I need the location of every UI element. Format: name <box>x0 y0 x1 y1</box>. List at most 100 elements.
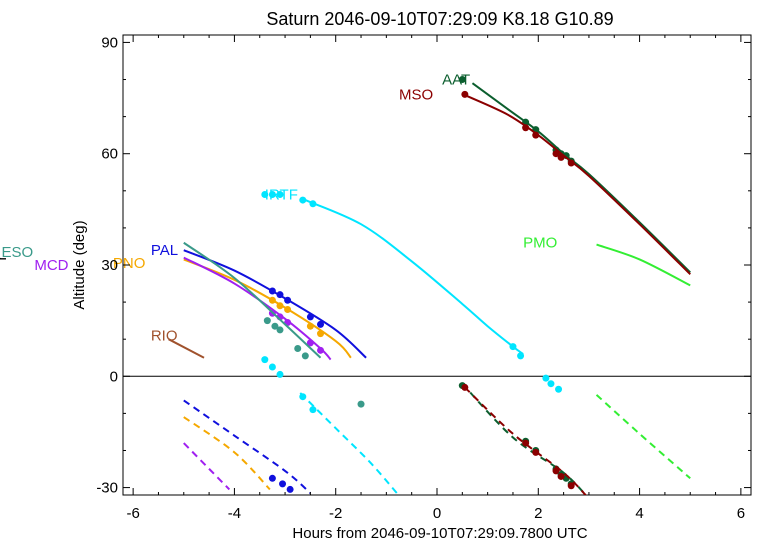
data-point-mso <box>557 472 565 480</box>
series-label-mso: MSO <box>399 86 433 103</box>
x-tick-label: 2 <box>534 505 542 522</box>
series-line-mso <box>466 95 691 275</box>
series-label-eso: ESO <box>1 244 33 261</box>
y-tick-label: 30 <box>101 257 118 274</box>
y-tick-label: 60 <box>101 146 118 163</box>
data-point-mso <box>461 90 469 98</box>
data-point-pno <box>269 495 276 502</box>
data-point-mso <box>567 159 575 167</box>
series-line-eso <box>183 241 322 359</box>
data-point-mso <box>557 153 565 161</box>
data-point-eso <box>357 400 365 408</box>
data-point-irtf <box>309 406 317 414</box>
data-point-irtf <box>276 191 284 199</box>
y-tick-label: 0 <box>110 368 118 385</box>
data-point-pno <box>306 322 314 330</box>
data-point-pal <box>276 291 284 299</box>
data-point-aat <box>458 76 466 84</box>
data-point-irtf <box>299 196 307 204</box>
chart-title: Saturn 2046-09-10T07:29:09 K8.18 G10.89 <box>266 9 613 29</box>
data-point-eso <box>271 322 279 330</box>
x-tick-label: 0 <box>433 505 441 522</box>
series-label-pno: PNO <box>113 255 146 272</box>
series-rio <box>168 338 205 359</box>
series-mcd <box>183 256 332 491</box>
axis-ticks: -6 -4 -2 0 2 4 6 -30 0 30 60 90 <box>96 34 751 522</box>
data-point-irtf <box>555 385 563 393</box>
data-point-eso <box>276 326 284 334</box>
data-point-pal <box>317 320 325 328</box>
series-dashed-line-pno <box>183 416 271 491</box>
data-point-pal <box>279 480 287 488</box>
series-label-pmo: PMO <box>523 235 557 252</box>
series-line-pal <box>183 249 367 359</box>
y-tick-label: 90 <box>101 34 118 51</box>
data-point-irtf <box>299 393 307 401</box>
data-point-irtf <box>309 200 317 208</box>
data-point-pal <box>284 296 292 304</box>
x-tick-label: -6 <box>126 505 139 522</box>
series-pmo <box>595 243 691 480</box>
data-point-mso <box>522 124 530 132</box>
series-line-aat <box>471 82 691 274</box>
x-tick-label: 6 <box>737 505 745 522</box>
x-axis-title: Hours from 2046-09-10T07:29:09.7800 UTC <box>292 525 587 542</box>
series-mso <box>461 90 691 495</box>
data-point-irtf <box>547 380 555 388</box>
data-point-mcd <box>317 346 325 354</box>
series-dashed-line-mcd <box>183 442 231 491</box>
series-label-rio: RIO <box>151 327 178 344</box>
x-tick-label: -2 <box>329 505 342 522</box>
y-tick-label: -30 <box>96 480 118 497</box>
series-label-pal: PAL <box>151 242 178 259</box>
data-point-irtf <box>517 352 525 360</box>
data-point-irtf <box>268 363 276 371</box>
series-pno <box>183 258 352 502</box>
data-point-pal <box>286 485 294 493</box>
series-irtf <box>261 191 563 495</box>
data-point-mso <box>461 383 469 391</box>
series-label-aat: AAT <box>442 72 470 89</box>
data-point-pno <box>284 306 292 314</box>
data-point-mso <box>567 482 575 490</box>
data-point-irtf <box>276 370 284 378</box>
data-point-mso <box>552 467 560 475</box>
plot-area <box>123 76 751 502</box>
x-tick-label: 4 <box>635 505 643 522</box>
data-point-irtf <box>261 191 269 199</box>
data-point-mso <box>532 448 540 456</box>
data-point-pno <box>276 302 284 310</box>
x-tick-label: -4 <box>228 505 241 522</box>
data-point-irtf <box>542 374 550 382</box>
data-point-mso <box>552 150 560 158</box>
data-point-eso <box>263 317 271 325</box>
data-point-pal <box>268 287 276 295</box>
data-point-mso <box>522 439 530 447</box>
data-point-irtf <box>268 191 276 199</box>
data-point-irtf <box>261 356 269 364</box>
data-point-eso <box>294 344 302 352</box>
series-line-rio <box>168 338 205 359</box>
series-dashed-line-pmo <box>595 394 691 480</box>
series-dashed-line-irtf <box>299 392 400 495</box>
y-axis-title-offscreen-edge: r <box>0 256 10 261</box>
series-label-irtf: IRTF <box>265 187 298 204</box>
data-point-pno <box>268 296 276 304</box>
series-dashed-line-pal <box>183 399 312 494</box>
series-label-mcd: MCD <box>34 257 68 274</box>
y-axis-title: Altitude (deg) <box>71 220 88 309</box>
data-point-mcd <box>306 339 314 347</box>
data-point-eso <box>301 352 309 360</box>
series-line-pmo <box>596 243 691 287</box>
series-line-mcd <box>183 256 332 361</box>
data-point-mso <box>532 131 540 139</box>
series-eso <box>183 241 365 408</box>
data-point-pal <box>268 474 276 482</box>
data-point-pno <box>317 330 325 338</box>
series-aat <box>458 76 691 495</box>
series-pal <box>183 249 367 494</box>
data-point-pal <box>306 313 314 321</box>
data-point-irtf <box>509 343 517 351</box>
